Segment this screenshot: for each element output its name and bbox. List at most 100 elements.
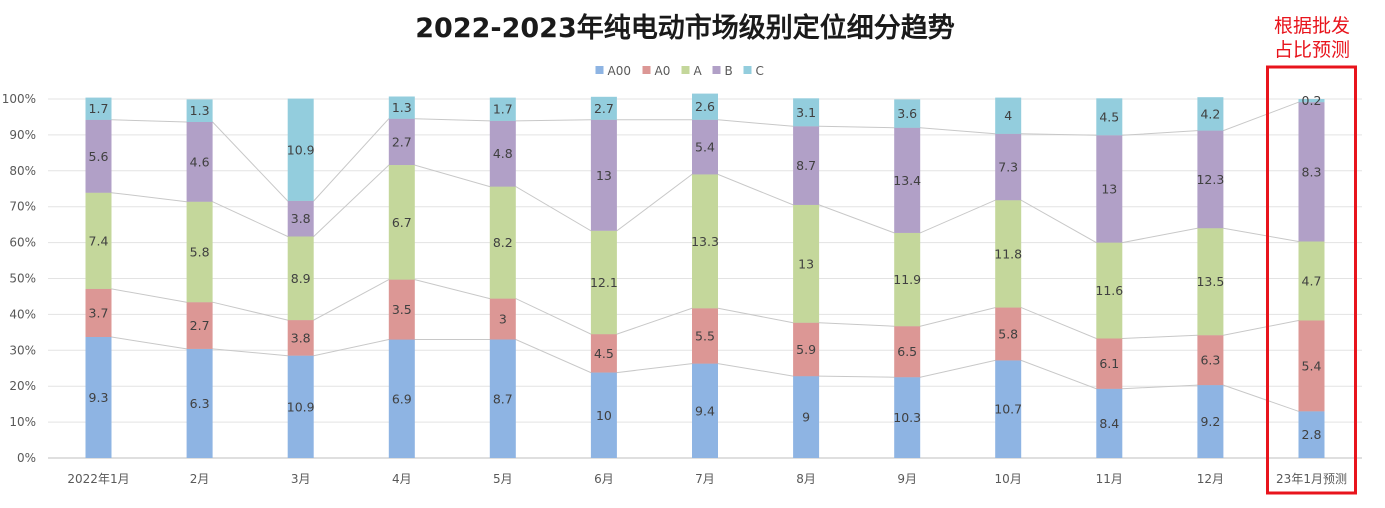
data-label-a0: 5.5: [695, 328, 715, 343]
bar-segment-a00: [186, 348, 213, 458]
bar-segment-c: [692, 93, 718, 120]
data-label-b: 5.6: [89, 149, 109, 164]
bar-segment-a: [590, 230, 617, 335]
bar-segment-a0: [489, 298, 516, 340]
legend-item-a00: A00: [595, 64, 631, 78]
data-label-a: 11.8: [994, 246, 1022, 261]
data-label-b: 7.3: [998, 160, 1018, 175]
y-tick-label: 80%: [9, 164, 36, 178]
data-label-b: 2.7: [392, 134, 412, 149]
bar-segment-a: [388, 165, 415, 280]
bar-stack: 10.3 6.5 11.9 13.4 3.6: [893, 99, 921, 458]
x-tick-label: 10月: [995, 472, 1022, 486]
x-axis: 2022年1月 2月 3月 4月 5月 6月 7月 8月 9月 10月 11月 12月 23年1月预测: [67, 472, 1347, 486]
data-label-a0: 5.4: [1302, 358, 1322, 373]
bar-segment-a: [186, 201, 213, 303]
data-label-c: 4.5: [1099, 109, 1119, 124]
bar-segment-a00: [287, 355, 314, 458]
bar-segment-b: [692, 119, 718, 175]
bar-segment-a: [894, 232, 921, 327]
bar-segment-a: [1096, 242, 1123, 339]
y-tick-label: 10%: [9, 415, 36, 429]
data-label-a: 13.5: [1196, 274, 1224, 289]
bar-segment-b: [489, 120, 516, 187]
bar-segment-c: [590, 96, 617, 120]
data-label-a: 8.2: [493, 235, 513, 250]
data-label-a: 6.7: [392, 215, 412, 230]
bar-segment-a: [1298, 241, 1325, 321]
data-label-a0: 2.7: [190, 318, 210, 333]
bar-segment-a: [489, 186, 516, 299]
data-label-a0: 3: [499, 312, 507, 327]
data-label-a: 5.8: [190, 244, 210, 259]
data-label-a00: 6.3: [190, 396, 210, 411]
bar-segment-c: [995, 97, 1022, 134]
y-tick-label: 40%: [9, 307, 36, 321]
data-label-a00: 9.4: [695, 403, 715, 418]
bar-segment-a0: [186, 302, 213, 349]
bar-segment-b: [1298, 102, 1325, 242]
x-tick-label: 2022年1月: [67, 472, 129, 486]
data-label-c: 4.2: [1200, 106, 1220, 121]
bar-segment-a0: [793, 322, 820, 377]
data-label-a0: 3.5: [392, 302, 412, 317]
bar-segment-b: [995, 133, 1022, 201]
data-label-b: 4.8: [493, 146, 513, 161]
x-tick-label: 2月: [190, 472, 210, 486]
data-label-a00: 2.8: [1302, 427, 1322, 442]
bar-stack: 10.7 5.8 11.8 7.3 4: [994, 97, 1022, 458]
legend-item-a: A: [681, 64, 703, 78]
data-label-c: 0.2: [1302, 93, 1322, 108]
data-label-a00: 8.4: [1099, 416, 1119, 431]
bar-segment-b: [287, 201, 314, 237]
data-label-a00: 10.7: [994, 402, 1022, 417]
y-tick-label: 100%: [2, 92, 36, 106]
bar-segment-a: [287, 236, 314, 321]
bar-stack: 6.9 3.5 6.7 2.7 1.3: [388, 96, 415, 458]
data-label-c: 1.3: [392, 100, 412, 115]
x-tick-label: 12月: [1197, 472, 1224, 486]
data-label-c: 2.6: [695, 99, 715, 114]
y-tick-label: 90%: [9, 128, 36, 142]
data-label-a00: 9.2: [1200, 414, 1220, 429]
bar-segment-a: [85, 192, 112, 289]
bar-segment-a: [995, 200, 1022, 308]
x-tick-label: 7月: [695, 472, 715, 486]
x-tick-label: 9月: [897, 472, 917, 486]
bar-stack: 8.4 6.1 11.6 13 4.5: [1095, 98, 1123, 458]
bar-segment-c: [894, 99, 921, 128]
y-axis: 0% 10% 20% 30% 40% 50% 60% 70% 80% 90% 100%: [2, 92, 36, 465]
data-label-c: 1.3: [190, 103, 210, 118]
legend-swatch: [681, 66, 690, 74]
data-label-b: 4.6: [190, 154, 210, 169]
bar-stack: 9 5.9 13 8.7 3.1: [793, 98, 820, 458]
y-tick-label: 60%: [9, 236, 36, 250]
bar-segment-c: [85, 97, 112, 120]
bar-segment-a0: [894, 326, 921, 378]
x-tick-label: 11月: [1096, 472, 1123, 486]
data-label-a00: 10: [596, 408, 612, 423]
bar-stack: 10.9 3.8 8.9 3.8 10.9: [287, 98, 315, 458]
annotation-line-2: 占比预测: [1274, 39, 1350, 61]
y-tick-label: 50%: [9, 272, 36, 286]
data-label-a: 8.9: [291, 271, 311, 286]
bar-segment-b: [1096, 135, 1123, 243]
data-label-c: 4: [1004, 108, 1012, 123]
x-tick-label: 5月: [493, 472, 513, 486]
legend-label: A0: [655, 64, 671, 78]
data-label-a: 12.1: [590, 275, 618, 290]
bar-segment-c: [186, 99, 213, 122]
data-label-a00: 6.9: [392, 391, 412, 406]
legend-swatch: [712, 66, 721, 74]
data-label-b: 13: [1101, 181, 1117, 196]
x-tick-label: 8月: [796, 472, 816, 486]
data-label-b: 13: [596, 168, 612, 183]
data-label-c: 3.6: [897, 106, 917, 121]
legend-label: A00: [608, 64, 631, 78]
bar-segment-c: [1197, 97, 1224, 131]
bar-segment-a: [793, 204, 820, 323]
data-label-c: 10.9: [287, 142, 315, 157]
bar-segment-a0: [1197, 335, 1224, 386]
bar-segment-a00: [793, 376, 820, 458]
bar-segment-a0: [287, 320, 314, 356]
